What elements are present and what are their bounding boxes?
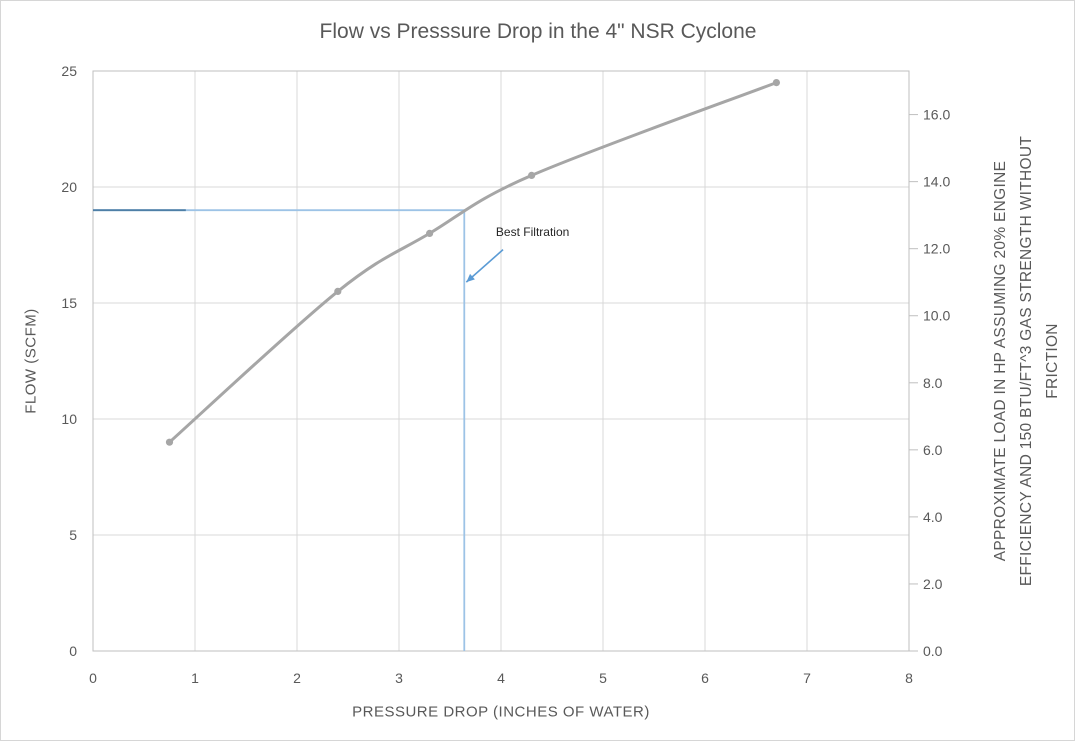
x-tick-label: 5 — [599, 670, 607, 686]
data-point-marker — [772, 79, 781, 87]
chart-title: Flow vs Presssure Drop in the 4" NSR Cyc… — [319, 20, 757, 43]
data-point-marker — [426, 229, 434, 237]
x-tick-label: 2 — [293, 670, 301, 686]
y-left-tick-label: 10 — [61, 411, 77, 427]
x-tick-label: 4 — [497, 670, 505, 686]
y-right-tick-label: 10.0 — [923, 308, 950, 324]
series-line — [168, 81, 778, 444]
y-right-axis-title-line-2: EFFICIENCY AND 150 BTU/FT^3 GAS STRENGTH… — [1018, 135, 1035, 587]
y-right-axis-title-line-1: APPROXIMATE LOAD IN HP ASSUMING 20% ENGI… — [992, 160, 1009, 562]
x-tick-label: 8 — [905, 670, 913, 686]
y-right-tick-label: 12.0 — [923, 241, 950, 257]
y-right-tick-label: 8.0 — [923, 375, 943, 391]
y-left-tick-label: 5 — [69, 527, 77, 543]
data-point-marker — [528, 171, 536, 179]
x-tick-label: 0 — [89, 670, 97, 686]
y-right-tick-label: 0.0 — [923, 643, 943, 659]
x-tick-label: 6 — [701, 670, 709, 686]
x-tick-label: 7 — [803, 670, 811, 686]
data-point-marker — [165, 438, 174, 446]
y-right-tick-label: 4.0 — [923, 509, 943, 525]
y-right-axis-title: APPROXIMATE LOAD IN HP ASSUMING 20% ENGI… — [988, 1, 1066, 740]
y-left-tick-label: 0 — [69, 643, 77, 659]
x-tick-label: 3 — [395, 670, 403, 686]
annotation-arrowhead-icon — [466, 273, 475, 283]
y-right-tick-label: 6.0 — [923, 442, 943, 458]
plot-border — [92, 70, 910, 652]
y-left-tick-label: 25 — [61, 63, 77, 79]
data-point-marker — [334, 287, 342, 295]
annotation-best-filtration: Best Filtration — [495, 225, 570, 240]
y-right-tick-label: 14.0 — [923, 174, 950, 190]
x-axis-title: PRESSURE DROP (INCHES OF WATER) — [352, 703, 650, 721]
y-left-tick-label: 15 — [61, 295, 77, 311]
reference-crosshair-line — [93, 209, 466, 651]
y-right-tick-label: 2.0 — [923, 576, 943, 592]
y-right-tick-label: 16.0 — [923, 107, 950, 123]
y-right-axis-title-line-3: FRICTION — [1044, 323, 1061, 399]
x-tick-label: 1 — [191, 670, 199, 686]
y-left-axis-title: FLOW (SCFM) — [22, 308, 40, 414]
y-left-tick-label: 20 — [61, 179, 77, 195]
